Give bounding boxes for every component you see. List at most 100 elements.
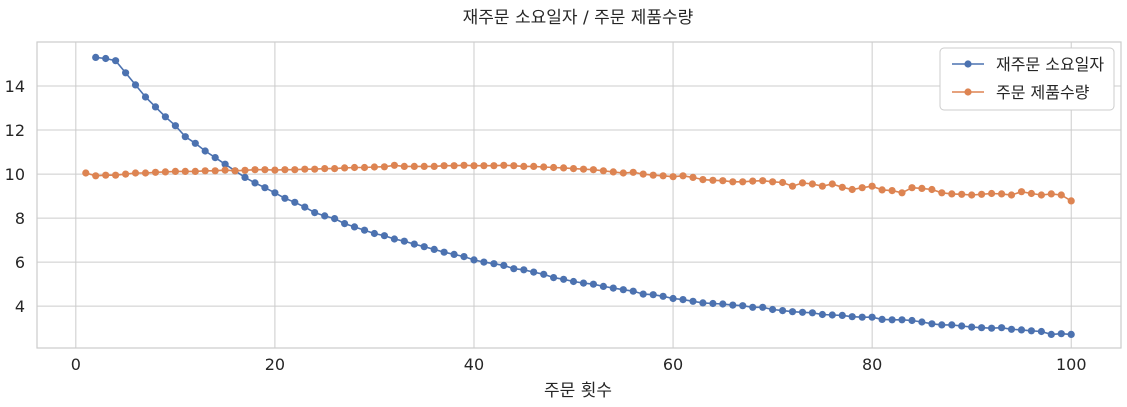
data-point (709, 299, 717, 308)
data-point (490, 162, 498, 170)
data-point (759, 177, 767, 185)
data-point (749, 177, 757, 185)
data-point (719, 300, 727, 308)
data-point (151, 168, 160, 176)
data-point (928, 185, 936, 194)
x-tick-label: 40 (464, 355, 484, 374)
data-point (998, 190, 1006, 198)
data-point (888, 316, 896, 324)
data-point (1037, 327, 1045, 336)
data-point (689, 173, 697, 181)
data-point (878, 186, 886, 194)
data-point (201, 147, 209, 155)
data-point (251, 166, 259, 174)
data-point (92, 53, 100, 62)
y-tick-label: 4 (15, 297, 25, 316)
data-point (560, 275, 568, 283)
data-point (251, 179, 259, 187)
data-point (341, 164, 349, 172)
x-tick-label: 20 (265, 355, 285, 374)
data-point (1067, 330, 1075, 338)
data-point (679, 172, 687, 180)
x-tick-label: 100 (1056, 355, 1087, 374)
data-point (311, 209, 319, 217)
data-point (271, 189, 279, 197)
data-point (341, 220, 349, 228)
data-point (221, 166, 229, 174)
data-point (420, 162, 428, 170)
x-gridlines (75, 42, 1072, 348)
data-point (112, 171, 120, 179)
data-point (868, 313, 876, 321)
series-2 (82, 161, 1075, 205)
data-point (669, 173, 677, 181)
data-point (360, 226, 369, 234)
data-point (769, 305, 777, 314)
data-point (261, 184, 269, 192)
data-point (759, 303, 767, 311)
data-point (161, 113, 169, 121)
data-point (1047, 330, 1055, 338)
data-point (291, 166, 299, 174)
data-point (440, 248, 448, 256)
data-point (908, 184, 916, 192)
data-point (978, 324, 986, 332)
data-point (480, 258, 488, 266)
data-point (530, 162, 538, 170)
data-point (1047, 190, 1055, 198)
data-point (828, 311, 836, 319)
data-point (908, 316, 916, 325)
data-point (321, 165, 329, 173)
data-point (1007, 325, 1016, 333)
data-point (191, 139, 199, 147)
chart-title: 재주문 소요일자 / 주문 제품수량 (463, 8, 694, 28)
series-line (85, 164, 1072, 202)
data-point (211, 154, 219, 162)
data-point (818, 182, 827, 190)
data-point (500, 261, 508, 269)
data-point (898, 316, 906, 324)
data-point (510, 162, 518, 170)
data-point (599, 282, 608, 290)
data-point (92, 172, 100, 180)
y-tick-label: 8 (15, 209, 25, 228)
data-point (699, 176, 707, 184)
data-point (818, 310, 827, 319)
data-point (808, 180, 817, 188)
y-tick-label: 6 (15, 253, 25, 272)
data-point (938, 189, 946, 197)
y-tick-label: 10 (5, 165, 25, 184)
data-point (779, 178, 787, 187)
data-point (112, 57, 120, 65)
data-point (281, 194, 289, 202)
data-point (988, 189, 996, 198)
data-point (1007, 191, 1016, 199)
data-point (510, 265, 518, 273)
data-point (838, 311, 846, 319)
data-point (141, 93, 150, 101)
data-point (709, 176, 717, 184)
data-point (1057, 191, 1065, 199)
data-point (261, 166, 269, 174)
data-point (838, 183, 846, 191)
data-point (291, 198, 299, 206)
data-point (171, 122, 179, 130)
data-point (520, 266, 528, 274)
data-point (321, 212, 329, 220)
data-point (798, 179, 807, 187)
data-point (241, 173, 249, 181)
legend-marker (964, 88, 972, 96)
x-tick-label: 60 (663, 355, 683, 374)
data-point (122, 170, 130, 178)
data-point (500, 161, 508, 169)
data-point (191, 167, 199, 175)
data-point (948, 190, 956, 198)
data-point (370, 163, 378, 171)
data-point (410, 162, 418, 170)
data-point (858, 184, 866, 192)
data-point (589, 280, 598, 288)
data-point (599, 167, 608, 175)
x-tick-labels: 0 20 40 60 80 100 (71, 355, 1087, 374)
data-point (848, 313, 856, 321)
data-point (400, 162, 408, 170)
